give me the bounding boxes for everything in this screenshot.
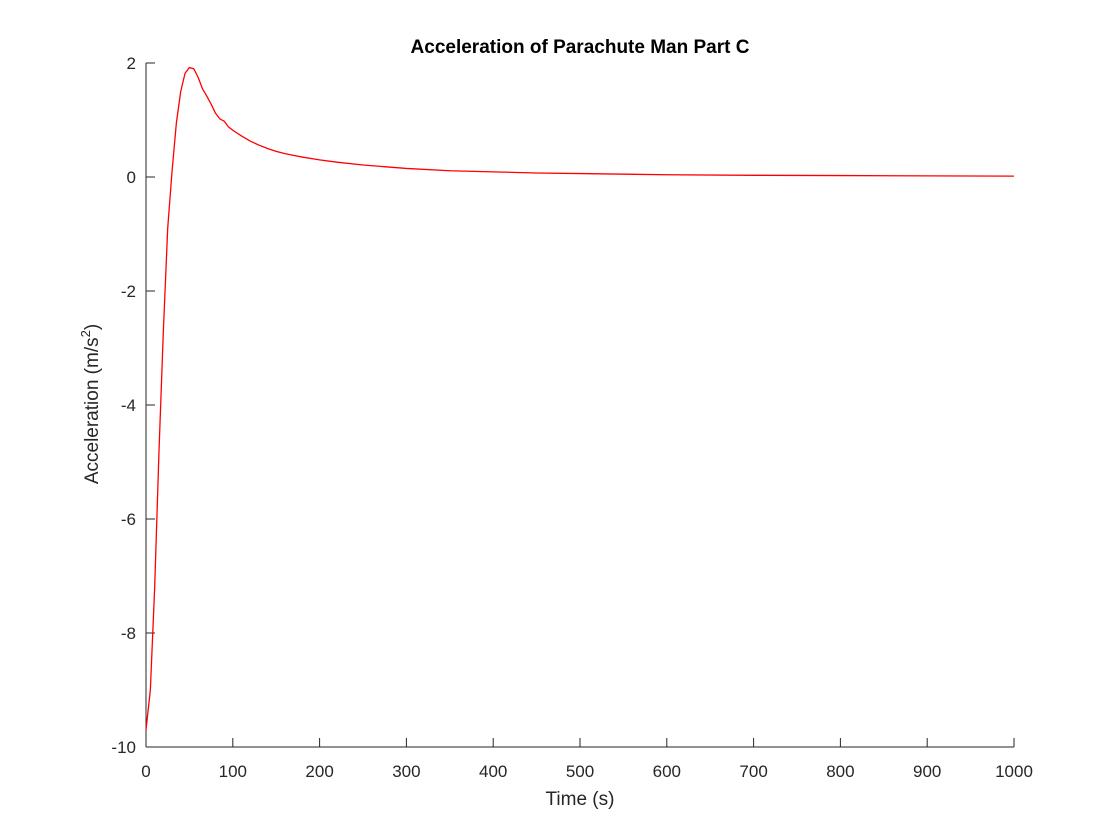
y-axis-label-close: ) [82, 324, 103, 330]
y-axis-ticks: -10 -8 -6 -4 -2 0 2 [111, 54, 155, 757]
x-tick-label: 800 [826, 762, 854, 781]
x-tick-label: 500 [566, 762, 594, 781]
x-tick-label: 700 [739, 762, 767, 781]
chart-title: Acceleration of Parachute Man Part C [411, 37, 750, 58]
x-tick-label: 1000 [995, 762, 1033, 781]
series-layer [145, 66, 1015, 730]
x-axis-label: Time (s) [546, 789, 615, 810]
y-tick-label: -4 [121, 396, 136, 415]
y-axis-label: Acceleration (m/s2) [78, 324, 103, 484]
y-axis-label-superscript: 2 [78, 330, 93, 337]
x-axis-ticks: 0 100 200 300 400 500 600 700 800 900 1000 [141, 738, 1033, 781]
x-tick-label: 200 [305, 762, 333, 781]
y-tick-label: -2 [121, 282, 136, 301]
series-line [145, 66, 1015, 730]
x-tick-label: 0 [141, 762, 150, 781]
x-tick-label: 600 [653, 762, 681, 781]
y-tick-label: 2 [127, 54, 136, 73]
y-axis-label-main: Acceleration (m/s [82, 337, 103, 484]
y-tick-label: -10 [111, 738, 136, 757]
x-tick-label: 100 [219, 762, 247, 781]
x-tick-label: 400 [479, 762, 507, 781]
y-tick-label: 0 [127, 168, 136, 187]
y-tick-label: -8 [121, 624, 136, 643]
x-tick-label: 300 [392, 762, 420, 781]
x-tick-label: 900 [913, 762, 941, 781]
y-tick-label: -6 [121, 510, 136, 529]
